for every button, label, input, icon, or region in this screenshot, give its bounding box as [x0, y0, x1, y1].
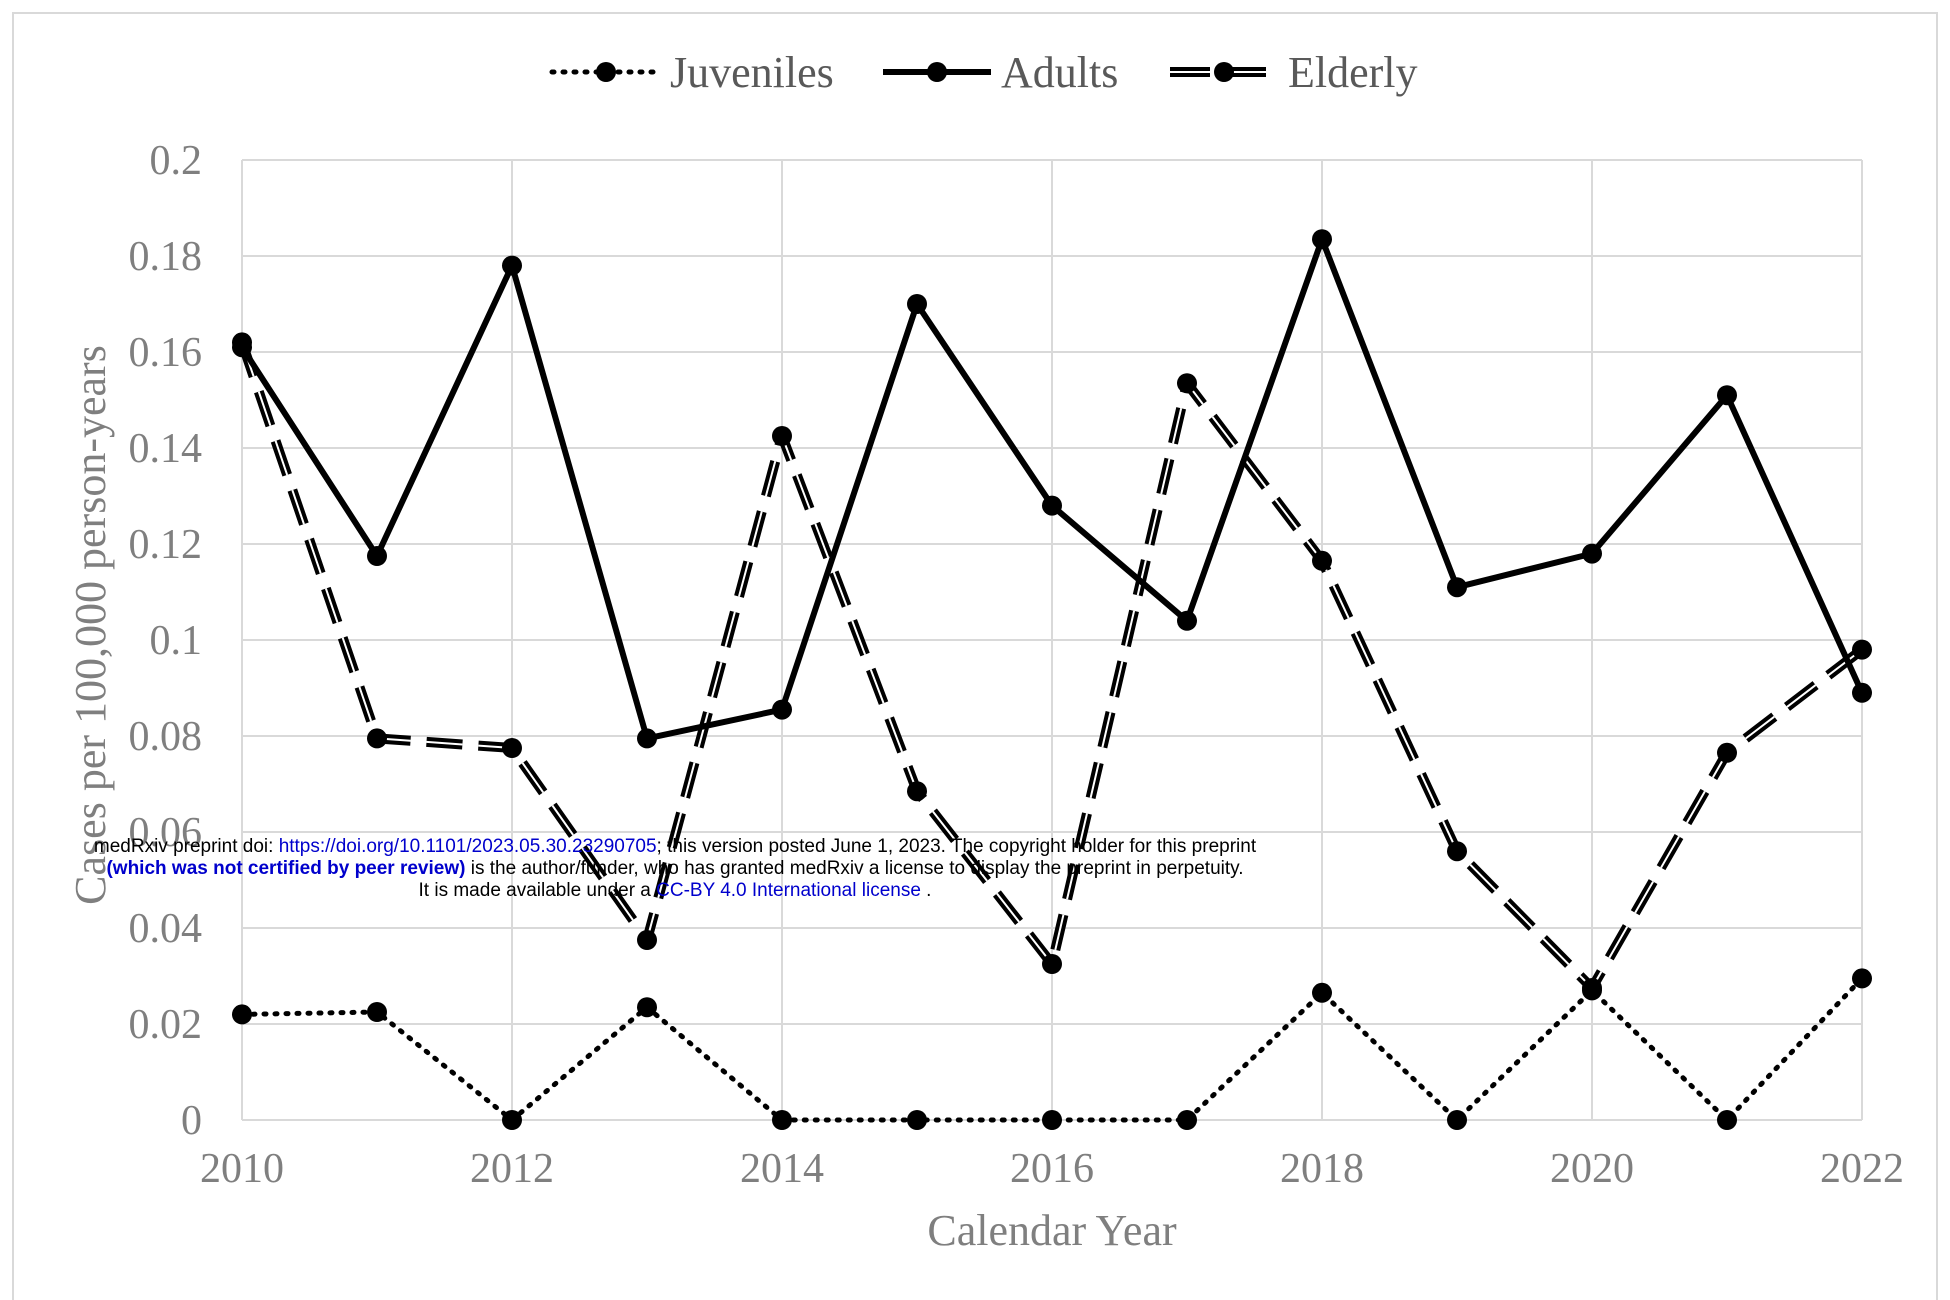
preprint-watermark: medRxiv preprint doi: https://doi.org/10…	[0, 836, 1350, 902]
data-point-juveniles	[1177, 1110, 1197, 1130]
y-tick-label: 0.06	[129, 810, 203, 856]
watermark-peer-review-note: (which was not certified by peer review)	[106, 858, 466, 879]
data-point-elderly	[772, 426, 792, 446]
x-axis-title: Calendar Year	[927, 1206, 1177, 1255]
legend: Juveniles Adults Elderly	[549, 48, 1418, 97]
y-tick-label: 0.02	[129, 1002, 203, 1048]
data-point-adults	[907, 294, 927, 314]
y-tick-label: 0.18	[129, 234, 203, 280]
y-tick-label: 0.16	[129, 330, 203, 376]
data-point-juveniles	[1042, 1110, 1062, 1130]
y-tick-label: 0.14	[129, 426, 203, 472]
y-tick-label: 0	[181, 1098, 202, 1144]
data-point-juveniles	[907, 1110, 927, 1130]
data-point-adults	[1042, 495, 1062, 516]
watermark-posted-text: ; this version posted June 1, 2023. The …	[656, 836, 1257, 857]
legend-item-adults: Adults	[883, 48, 1118, 97]
doi-link[interactable]: https://doi.org/10.1101/2023.05.30.23290…	[278, 836, 657, 857]
data-point-adults	[1312, 229, 1332, 250]
data-point-adults	[1582, 543, 1602, 564]
data-point-juveniles	[637, 997, 657, 1018]
series-adults	[232, 229, 1872, 749]
series-juveniles	[232, 968, 1872, 1130]
data-point-adults	[367, 546, 387, 566]
x-tick-label: 2018	[1280, 1146, 1364, 1192]
legend-swatch-marker	[596, 62, 616, 82]
data-point-elderly	[1717, 742, 1737, 763]
watermark-line-2: (which was not certified by peer review)…	[0, 858, 1350, 880]
legend-item-elderly: Elderly	[1170, 48, 1418, 97]
y-axis-title: Cases per 100,000 person-years	[66, 345, 115, 905]
data-point-juveniles	[1717, 1110, 1737, 1130]
data-point-elderly	[1042, 954, 1062, 974]
legend-swatch-marker	[1214, 62, 1234, 82]
data-point-juveniles	[772, 1110, 792, 1130]
series-layer	[232, 229, 1872, 1130]
data-point-adults	[502, 255, 522, 276]
y-tick-label: 0.12	[129, 522, 203, 568]
data-point-elderly	[1852, 639, 1872, 660]
watermark-doi-prefix: medRxiv preprint doi:	[93, 836, 279, 857]
data-point-juveniles	[502, 1110, 522, 1130]
watermark-line-3: It is made available under a CC-BY 4.0 I…	[0, 880, 1350, 902]
data-point-adults	[637, 728, 657, 749]
legend-item-juveniles: Juveniles	[549, 48, 834, 97]
data-point-adults	[232, 337, 252, 358]
axes: 0 0.02 0.04 0.06 0.08 0.1 0.12 0.14 0.16 0.18 0.2 2…	[129, 138, 1905, 1192]
data-point-adults	[1717, 385, 1737, 406]
x-tick-label: 2022	[1820, 1146, 1904, 1192]
data-point-elderly	[367, 728, 387, 749]
x-tick-label: 2020	[1550, 1146, 1634, 1192]
data-point-juveniles	[1447, 1110, 1467, 1130]
watermark-available-text: It is made available under a	[418, 880, 657, 901]
x-tick-label: 2010	[200, 1146, 284, 1192]
data-point-elderly	[907, 781, 927, 802]
legend-label: Adults	[1001, 48, 1118, 97]
y-tick-label: 0.08	[129, 714, 203, 760]
y-tick-label: 0.2	[150, 138, 203, 184]
x-tick-label: 2016	[1010, 1146, 1094, 1192]
y-tick-label: 0.04	[129, 906, 203, 952]
chart-frame	[12, 12, 1938, 1300]
data-point-juveniles	[1582, 980, 1602, 1001]
data-point-adults	[1177, 610, 1197, 631]
data-point-juveniles	[1312, 982, 1332, 1003]
data-point-elderly	[1312, 550, 1332, 571]
data-point-elderly	[1177, 373, 1197, 394]
data-point-juveniles	[1852, 968, 1872, 989]
x-tick-label: 2014	[740, 1146, 824, 1192]
watermark-end: .	[920, 880, 932, 901]
data-point-adults	[1447, 577, 1467, 598]
data-point-elderly	[502, 738, 522, 758]
legend-label: Juveniles	[670, 48, 834, 97]
data-point-juveniles	[232, 1004, 252, 1025]
data-point-adults	[772, 699, 792, 720]
legend-label: Elderly	[1288, 48, 1418, 97]
watermark-line-1: medRxiv preprint doi: https://doi.org/10…	[0, 836, 1350, 858]
legend-swatch-marker	[927, 62, 947, 82]
data-point-elderly	[637, 930, 657, 950]
data-point-elderly	[1447, 841, 1467, 862]
license-link[interactable]: CC-BY 4.0 International license	[656, 880, 921, 901]
data-point-juveniles	[367, 1002, 387, 1022]
x-tick-label: 2012	[470, 1146, 554, 1192]
watermark-license-grant: is the author/funder, who has granted me…	[465, 858, 1244, 879]
data-point-adults	[1852, 682, 1872, 703]
y-tick-label: 0.1	[150, 618, 203, 664]
grid	[241, 159, 1863, 1121]
